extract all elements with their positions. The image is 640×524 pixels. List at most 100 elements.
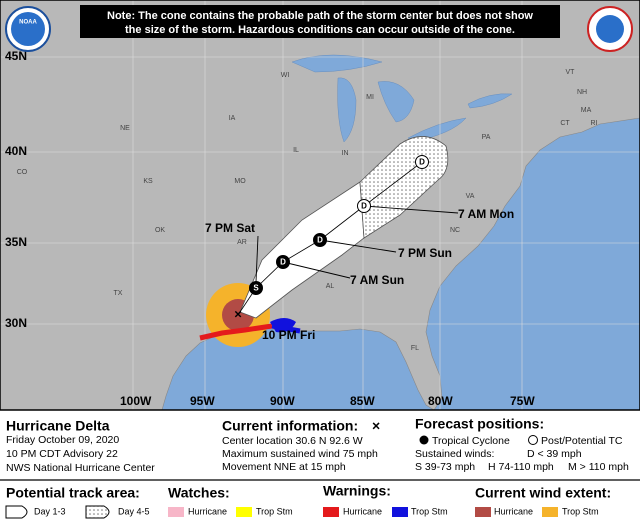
longitude-label: 100W [120,394,152,408]
forecast-point-letter: D [361,202,367,211]
wind-extent-title: Current wind extent: [475,485,611,501]
longitude-label: 75W [510,394,535,408]
track-title: Potential track area: [6,485,140,501]
state-label: MA [581,107,592,114]
warnings-title: Warnings: [323,483,391,499]
forecast-point [415,155,429,169]
state-label: IA [229,115,236,122]
great-lakes [291,54,513,143]
longitude-label: 90W [270,394,295,408]
state-label: CO [17,169,28,176]
forecast-time-label: 7 PM Sat [205,221,255,235]
state-label: FL [411,345,419,352]
extent-hurricane: Hurricane [494,506,533,516]
note-line: the size of the storm. Hazardous conditi… [125,24,515,36]
current-icon: × [372,418,380,434]
wind-d: D < 39 mph [527,448,582,460]
watches-title: Watches: [168,485,230,501]
forecast-point [357,199,371,213]
forecast-point-letter: D [280,258,286,267]
latitude-label: 30N [5,316,27,330]
label-leaders [255,205,459,283]
longitude-label: 85W [350,394,375,408]
hurricane-warning [199,323,273,341]
max-wind: Maximum sustained wind 75 mph [222,448,378,460]
warn-hurricane-swatch [323,507,339,517]
state-label: IL [293,147,299,154]
latitude-label: 35N [5,235,27,249]
note-line: Note: The cone contains the probable pat… [107,10,533,22]
state-label: NC [450,227,460,234]
state-label: PA [482,134,491,141]
state-label: IN [342,150,349,157]
winds-label: Sustained winds: [415,448,494,460]
latitude-label: 40N [5,144,27,158]
note-box [80,5,560,38]
issuer: NWS National Hurricane Center [6,462,155,474]
current-title: Current information: [222,418,358,434]
state-label: RI [591,120,598,127]
graticule [0,0,640,410]
tc-icon [419,435,429,445]
forecast-point-letter: D [317,236,323,245]
wind-s: S 39-73 mph [415,461,475,473]
day45-icon [85,505,110,519]
tc-label: Tropical Cyclone [432,435,510,447]
ptc-icon [528,435,538,445]
longitude-label: 80W [428,394,453,408]
wind-h: H 74-110 mph [488,461,554,473]
watch-trop-swatch [236,507,252,517]
warn-hurricane: Hurricane [343,506,382,516]
extent-trop-swatch [542,507,558,517]
movement: Movement NNE at 15 mph [222,461,346,473]
trop-storm-warning-area [270,318,296,333]
ptc-label: Post/Potential TC [541,435,623,447]
warn-trop: Trop Stm [411,506,448,516]
nws-logo-inner [596,15,624,43]
day45-label: Day 4-5 [118,506,150,516]
state-label: VA [466,193,475,200]
forecast-point [313,233,327,247]
center-location: Center location 30.6 N 92.6 W [222,435,363,447]
forecast-point-letter: D [419,158,425,167]
forecast-time-label: 10 PM Fri [262,328,315,342]
state-label: OK [155,227,165,234]
forecast-time-label: 7 AM Sun [350,273,404,287]
advisory: 10 PM CDT Advisory 22 [6,448,118,460]
forecast-time-label: 7 AM Mon [458,207,514,221]
forecast-point-letter: S [253,284,259,293]
state-label: KS [143,178,153,185]
forecast-time-label: 7 PM Sun [398,246,452,260]
forecast-point [276,255,290,269]
state-label: CT [560,120,570,127]
state-label: NH [577,89,587,96]
watch-hurricane-swatch [168,507,184,517]
state-label: MO [234,178,246,185]
longitude-label: 95W [190,394,215,408]
warn-trop-swatch [392,507,408,517]
map-frame [0,0,640,411]
watch-hurricane: Hurricane [188,506,227,516]
state-label: AL [326,283,335,290]
state-label: TX [114,290,123,297]
noaa-logo-text: NOAA [19,20,37,26]
latitude-label: 45N [5,49,27,63]
noaa-logo-inner [11,12,45,46]
storm-date: Friday October 09, 2020 [6,434,119,446]
day13-icon [5,505,28,519]
storm-name: Hurricane Delta [6,418,110,434]
cone-day-1-3 [239,181,365,319]
state-label: WI [281,72,290,79]
watch-trop: Trop Stm [256,506,293,516]
extent-hurricane-swatch [475,507,491,517]
current-center: × [234,306,242,321]
extent-trop: Trop Stm [562,506,599,516]
forecast-point [249,281,263,295]
state-label: MI [366,94,374,101]
state-label: VT [566,69,576,76]
state-label: NE [120,125,130,132]
wind-m: M > 110 mph [568,461,629,473]
day13-label: Day 1-3 [34,506,66,516]
forecast-title: Forecast positions: [415,416,544,432]
